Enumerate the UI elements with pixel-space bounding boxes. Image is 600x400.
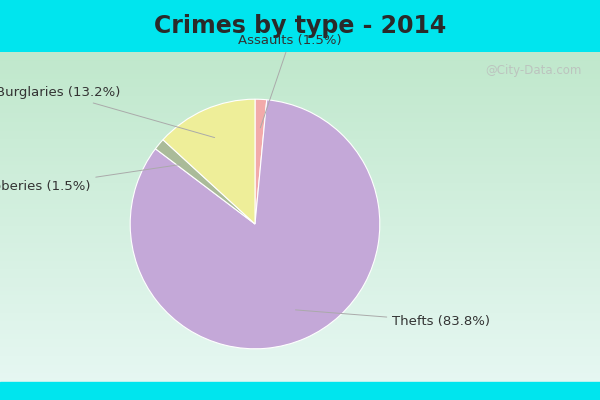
- Text: Thefts (83.8%): Thefts (83.8%): [295, 310, 490, 328]
- Wedge shape: [155, 140, 255, 224]
- Wedge shape: [130, 100, 380, 349]
- Bar: [0, 0, 600, 52]
- Wedge shape: [163, 99, 255, 224]
- Text: Burglaries (13.2%): Burglaries (13.2%): [0, 86, 215, 138]
- Bar: [0, 382, 600, 400]
- Text: @City-Data.com: @City-Data.com: [485, 64, 582, 77]
- Text: Crimes by type - 2014: Crimes by type - 2014: [154, 14, 446, 38]
- Text: Robberies (1.5%): Robberies (1.5%): [0, 164, 181, 193]
- Wedge shape: [255, 99, 267, 224]
- Text: Assaults (1.5%): Assaults (1.5%): [238, 34, 342, 128]
